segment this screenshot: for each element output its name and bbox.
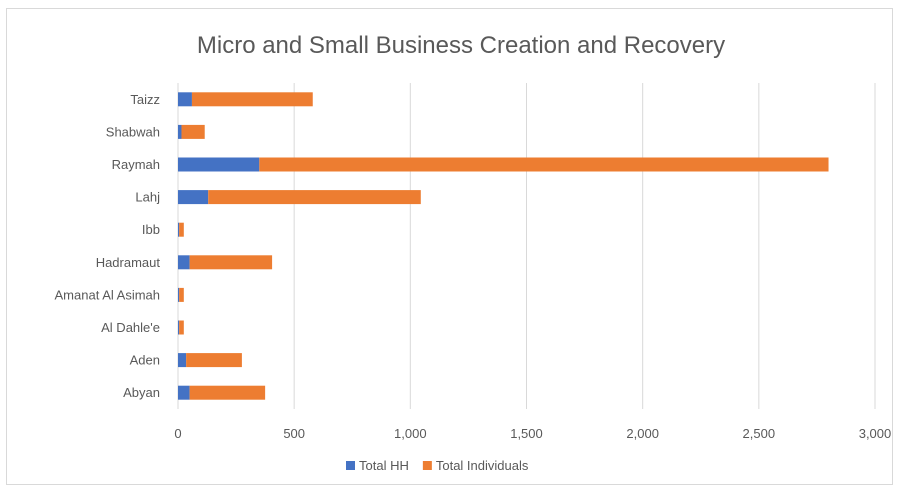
x-tick-label: 500 xyxy=(283,426,305,441)
category-label: Hadramaut xyxy=(96,255,161,270)
category-label: Aden xyxy=(130,353,160,368)
bar-total-individuals xyxy=(189,385,266,400)
x-tick-label: 3,000 xyxy=(859,426,892,441)
category-label: Al Dahle'e xyxy=(101,320,160,335)
bar-total-hh xyxy=(178,287,180,302)
bar-total-individuals xyxy=(181,124,205,139)
legend-label: Total Individuals xyxy=(436,458,529,473)
bar-total-hh xyxy=(178,124,182,139)
bar-total-individuals xyxy=(208,190,421,205)
bar-total-individuals xyxy=(179,320,184,335)
bar-total-individuals xyxy=(179,287,184,302)
bar-total-hh xyxy=(178,157,260,172)
bar-total-individuals xyxy=(186,353,242,368)
bar-total-hh xyxy=(178,385,190,400)
bars xyxy=(178,92,829,400)
bar-total-hh xyxy=(178,190,209,205)
legend-swatch xyxy=(346,461,355,470)
x-tick-label: 2,000 xyxy=(626,426,659,441)
category-label: Ibb xyxy=(142,222,160,237)
category-label: Raymah xyxy=(112,157,160,172)
bar-total-individuals xyxy=(179,222,184,237)
category-label: Lahj xyxy=(135,190,160,205)
x-tick-labels: 0 500 1,000 1,500 2,000 2,500 3,000 xyxy=(174,426,891,441)
bar-total-hh xyxy=(178,92,192,107)
category-label: Abyan xyxy=(123,385,160,400)
bar-total-hh xyxy=(178,353,187,368)
bar-total-individuals xyxy=(189,255,273,270)
bar-total-hh xyxy=(178,320,180,335)
bar-total-individuals xyxy=(259,157,829,172)
category-label: Amanat Al Asimah xyxy=(55,287,161,302)
x-tick-label: 1,000 xyxy=(394,426,427,441)
chart-title: Micro and Small Business Creation and Re… xyxy=(197,32,725,59)
bar-total-individuals xyxy=(191,92,313,107)
chart-frame xyxy=(6,8,893,485)
category-label: Shabwah xyxy=(106,124,160,139)
x-tick-label: 0 xyxy=(174,426,181,441)
bar-total-hh xyxy=(178,255,190,270)
gridlines xyxy=(177,83,876,409)
x-tick-label: 2,500 xyxy=(743,426,776,441)
bar-total-hh xyxy=(178,222,180,237)
legend: Total HH Total Individuals xyxy=(346,458,529,473)
legend-swatch xyxy=(422,461,432,470)
legend-label: Total HH xyxy=(359,458,409,473)
x-tick-label: 1,500 xyxy=(510,426,543,441)
category-labels: Taizz Shabwah Raymah Lahj Ibb Hadramaut Amanat… xyxy=(55,92,161,400)
category-label: Taizz xyxy=(130,92,160,107)
